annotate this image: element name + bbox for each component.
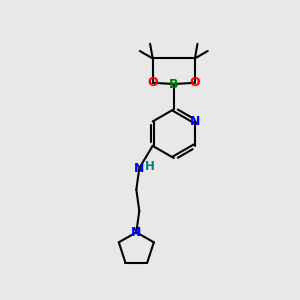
Text: N: N <box>190 115 200 128</box>
Text: H: H <box>145 160 154 173</box>
Text: N: N <box>131 226 142 239</box>
Text: O: O <box>147 76 158 89</box>
Text: O: O <box>190 76 200 89</box>
Text: N: N <box>134 162 145 175</box>
Text: B: B <box>169 77 178 91</box>
